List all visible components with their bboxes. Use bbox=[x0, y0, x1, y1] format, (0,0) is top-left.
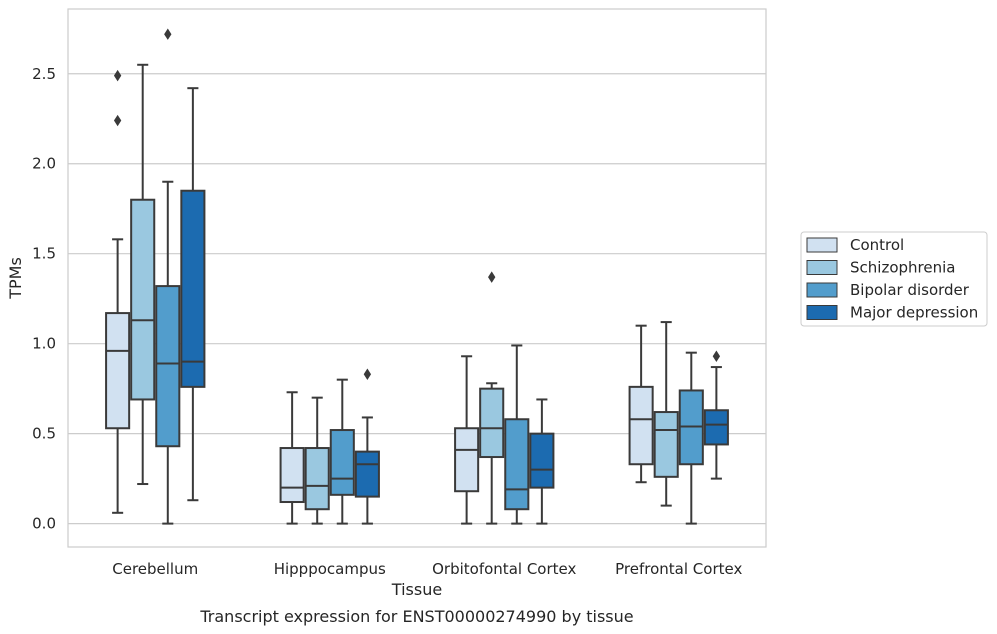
box-body bbox=[479, 387, 505, 459]
legend-item: Major depression bbox=[806, 304, 978, 322]
outlier-point bbox=[363, 368, 372, 381]
boxes bbox=[105, 28, 729, 525]
x-tick-labels: Cerebellum Hipppocampus Orbitofontal Corte… bbox=[112, 560, 742, 578]
legend-item: Bipolar disorder bbox=[806, 281, 970, 299]
box-body bbox=[155, 285, 181, 448]
legend-item: Schizophrenia bbox=[806, 259, 955, 277]
y-tick-label: 1.5 bbox=[32, 245, 56, 263]
box-control bbox=[105, 69, 131, 514]
x-tick-label: Cerebellum bbox=[112, 560, 198, 578]
box-body bbox=[628, 385, 654, 466]
x-tick-label: Orbitofontal Cortex bbox=[432, 560, 576, 578]
legend-swatch bbox=[806, 237, 838, 253]
legend-swatch bbox=[806, 260, 838, 275]
legend-item: Control bbox=[806, 236, 904, 254]
box-schizophrenia bbox=[130, 63, 156, 486]
box-major-depression bbox=[180, 87, 206, 502]
box-body bbox=[105, 312, 131, 430]
box-schizophrenia bbox=[479, 271, 505, 525]
legend: Control Schizophrenia Bipolar disorder Majo… bbox=[800, 231, 988, 327]
outlier-point bbox=[113, 114, 122, 127]
outlier-point bbox=[113, 69, 122, 82]
legend-swatch bbox=[806, 305, 838, 320]
legend-label: Major depression bbox=[850, 304, 978, 322]
box-body bbox=[529, 432, 555, 489]
box-major-depression bbox=[529, 398, 555, 525]
box-body bbox=[279, 447, 305, 504]
y-tick-labels: 0.0 0.5 1.0 1.5 2.0 2.5 bbox=[32, 65, 56, 533]
box-bipolar-disorder bbox=[329, 378, 355, 525]
box-body bbox=[703, 409, 729, 446]
box-body bbox=[454, 427, 480, 493]
legend-swatch bbox=[806, 282, 838, 298]
box-body bbox=[180, 189, 206, 388]
x-tick-label: Prefrontal Cortex bbox=[615, 560, 742, 578]
legend-frame bbox=[800, 231, 988, 327]
box-bipolar-disorder bbox=[155, 28, 181, 525]
y-tick-label: 1.0 bbox=[32, 335, 56, 353]
legend-label: Schizophrenia bbox=[850, 259, 955, 277]
box-bipolar-disorder bbox=[678, 351, 704, 525]
box-schizophrenia bbox=[653, 321, 679, 507]
box-body bbox=[653, 411, 679, 478]
x-tick-label: Hipppocampus bbox=[274, 560, 386, 578]
box-control bbox=[454, 355, 480, 525]
box-schizophrenia bbox=[304, 396, 330, 525]
plot-frame bbox=[67, 8, 767, 548]
legend-label: Control bbox=[850, 236, 904, 254]
outlier-point bbox=[164, 28, 172, 40]
chart-caption: Transcript expression for ENST0000027499… bbox=[199, 607, 633, 626]
box-control bbox=[628, 324, 654, 484]
y-tick-label: 2.0 bbox=[32, 155, 56, 173]
box-body bbox=[504, 418, 530, 511]
y-axis-label: TPMs bbox=[6, 257, 25, 300]
legend-label: Bipolar disorder bbox=[850, 281, 970, 299]
outlier-point bbox=[712, 350, 721, 363]
box-body bbox=[304, 447, 330, 511]
outlier-point bbox=[488, 271, 496, 283]
y-tick-label: 2.5 bbox=[32, 65, 56, 83]
box-body bbox=[329, 429, 355, 496]
box-body bbox=[130, 198, 156, 401]
y-tick-label: 0.5 bbox=[32, 425, 56, 443]
box-control bbox=[279, 391, 305, 525]
box-body bbox=[354, 450, 380, 498]
x-axis-label: Tissue bbox=[391, 580, 442, 599]
y-tick-label: 0.0 bbox=[32, 515, 56, 533]
box-major-depression bbox=[703, 350, 729, 480]
box-bipolar-disorder bbox=[504, 344, 530, 525]
box-major-depression bbox=[354, 368, 380, 525]
